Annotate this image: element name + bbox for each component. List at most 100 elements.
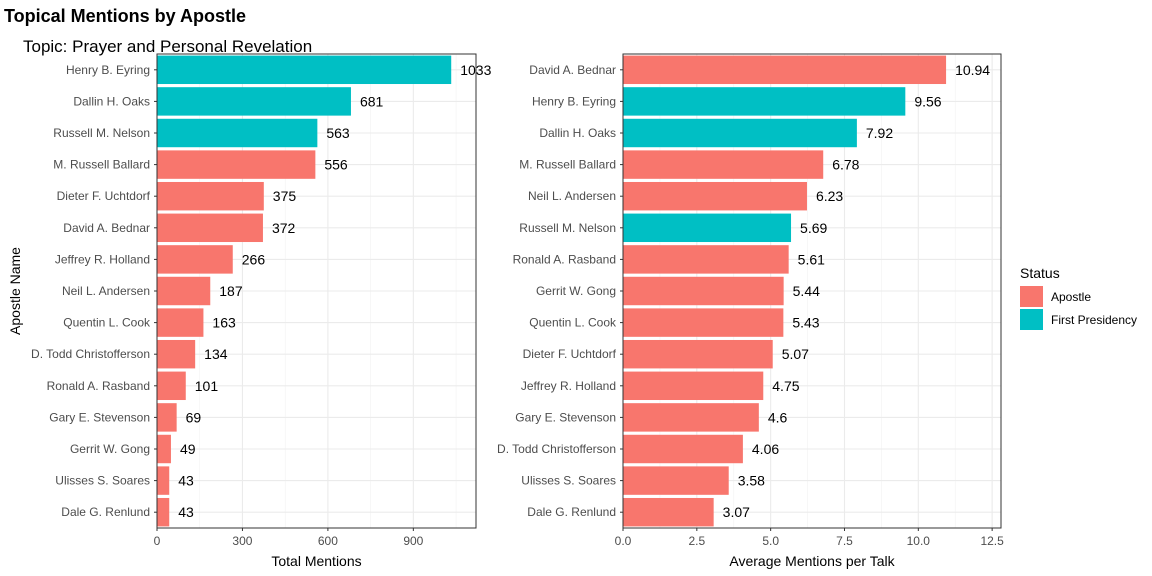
bar-value-label: 375 [273,188,297,204]
x-axis-title: Average Mentions per Talk [729,553,895,569]
x-tick-label: 900 [403,534,423,548]
bar-value-label: 3.58 [738,473,765,489]
bar-value-label: 5.43 [792,315,819,331]
x-tick-label: 5.0 [762,534,779,548]
x-tick-label: 7.5 [836,534,853,548]
y-tick-label: D. Todd Christofferson [497,442,616,456]
bar [157,55,452,85]
bar-value-label: 5.44 [793,283,820,299]
x-tick-label: 0 [154,534,161,548]
bar [157,118,318,148]
bar-value-label: 163 [212,315,236,331]
legend-key-first-presidency [1020,309,1043,330]
bar [157,181,264,211]
y-tick-label: Dieter F. Uchtdorf [57,189,151,203]
y-tick-label: Henry B. Eyring [66,63,150,77]
bar [623,87,906,116]
y-tick-label: Dallin H. Oaks [539,126,616,140]
bar [157,150,316,179]
bar [623,276,784,306]
y-axis-title: Apostle Name [7,247,23,335]
bar-value-label: 43 [178,504,194,520]
bar [157,371,186,401]
bar [623,497,714,527]
bar-value-label: 556 [324,157,348,173]
y-tick-label: Gerrit W. Gong [70,442,150,456]
legend-key-apostle [1020,286,1043,307]
bar-value-label: 681 [360,93,384,109]
y-tick-label: Neil L. Andersen [528,189,616,203]
bar [623,403,759,432]
bar-value-label: 4.06 [752,441,779,457]
y-tick-label: Neil L. Andersen [62,284,150,298]
bar-value-label: 187 [219,283,243,299]
y-tick-label: Dieter F. Uchtdorf [523,347,617,361]
y-tick-label: Jeffrey R. Holland [55,252,150,266]
bar [157,497,170,527]
y-tick-label: M. Russell Ballard [519,158,616,172]
y-tick-label: Ronald A. Rasband [47,379,150,393]
bar [623,466,729,495]
bar [157,434,171,464]
bar [157,87,351,116]
legend-title: Status [1020,265,1060,281]
bar-value-label: 6.23 [816,188,843,204]
x-tick-label: 12.5 [980,534,1004,548]
panel-border [156,53,477,529]
legend-label: First Presidency [1051,313,1137,327]
x-tick-label: 0.0 [615,534,632,548]
legend-label: Apostle [1051,290,1091,304]
bar-value-label: 266 [242,251,266,267]
bar-value-label: 6.78 [832,157,859,173]
y-tick-label: Dale G. Renlund [527,505,616,519]
bar [623,118,857,148]
bar-value-label: 372 [272,220,296,236]
bar [623,55,947,85]
y-tick-label: David A. Bednar [529,63,616,77]
bar [623,150,824,179]
y-tick-label: Gerrit W. Gong [536,284,616,298]
x-tick-label: 600 [318,534,338,548]
y-tick-label: Russell M. Nelson [519,221,616,235]
y-tick-label: Quentin L. Cook [63,316,151,330]
bar [157,403,177,432]
bar-value-label: 101 [195,378,219,394]
chart-title: Topical Mentions by Apostle [4,6,247,26]
bar-value-label: 5.61 [798,251,825,267]
x-tick-label: 2.5 [688,534,705,548]
bar-value-label: 7.92 [866,125,893,141]
bar [623,339,773,369]
bar-value-label: 10.94 [955,62,990,78]
bar [623,245,789,274]
bar-value-label: 5.07 [782,346,809,362]
y-tick-label: David A. Bednar [63,221,150,235]
bar-value-label: 9.56 [914,93,941,109]
x-tick-label: 300 [232,534,252,548]
y-tick-label: Quentin L. Cook [529,316,617,330]
y-tick-label: Gary E. Stevenson [49,410,150,424]
bar [157,276,211,306]
y-tick-label: M. Russell Ballard [53,158,150,172]
y-tick-label: Jeffrey R. Holland [521,379,616,393]
y-tick-label: Dallin H. Oaks [73,94,150,108]
bar [157,308,204,337]
bar-value-label: 69 [186,409,202,425]
y-tick-label: Gary E. Stevenson [515,410,616,424]
bar [623,213,792,243]
bar [623,181,807,211]
x-axis-title: Total Mentions [271,553,361,569]
bar-value-label: 43 [178,473,194,489]
chart-subtitle: Topic: Prayer and Personal Revelation [23,37,313,56]
y-tick-label: Henry B. Eyring [532,94,616,108]
bar-value-label: 49 [180,441,196,457]
bar-value-label: 563 [326,125,350,141]
bar-value-label: 134 [204,346,228,362]
bar-value-label: 4.6 [768,409,788,425]
bar-value-label: 4.75 [772,378,799,394]
y-tick-label: Dale G. Renlund [61,505,150,519]
y-tick-label: Russell M. Nelson [53,126,150,140]
bar [157,339,196,369]
bar [623,371,764,401]
x-tick-label: 10.0 [907,534,931,548]
